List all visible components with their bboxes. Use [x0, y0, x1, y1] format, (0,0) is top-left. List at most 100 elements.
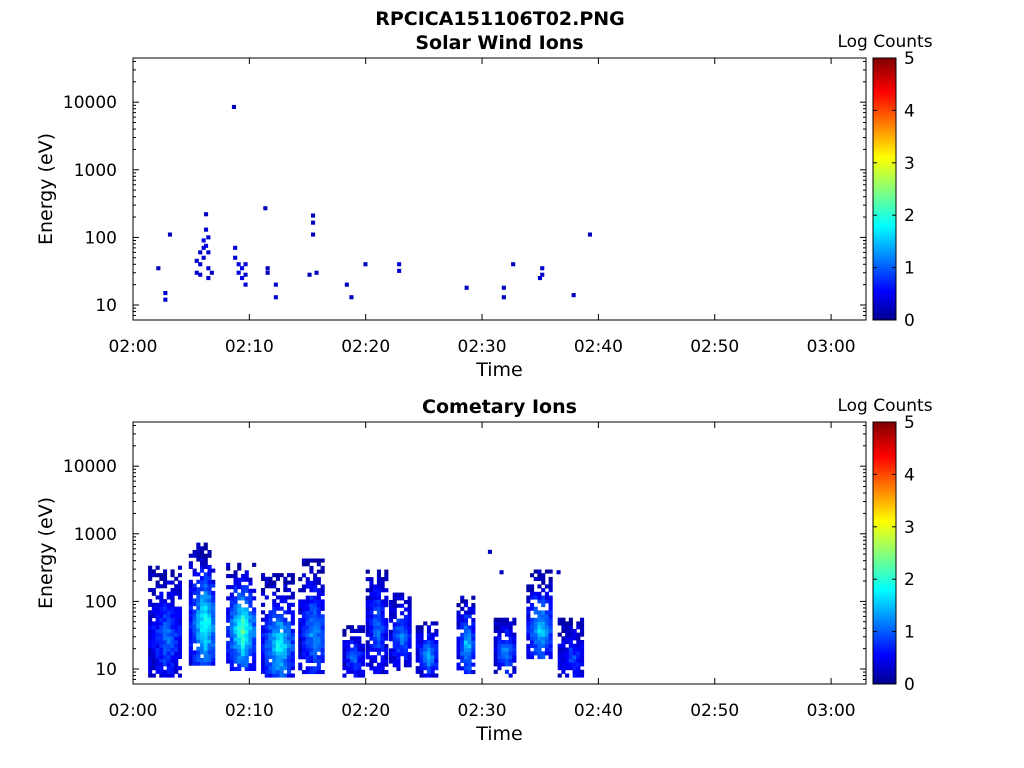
data-cell	[196, 587, 201, 592]
data-cell	[200, 550, 205, 555]
data-cell	[275, 595, 280, 600]
data-cell	[170, 602, 175, 607]
data-cell	[392, 663, 397, 668]
data-cell	[313, 629, 318, 634]
data-cell	[268, 666, 273, 671]
data-cell	[415, 640, 420, 645]
data-cell	[380, 580, 385, 585]
data-cell	[400, 648, 405, 653]
data-cell	[305, 658, 310, 663]
data-cell	[248, 588, 253, 593]
data-cell	[561, 654, 566, 659]
data-cell	[544, 647, 549, 652]
data-cell	[541, 636, 546, 641]
x-tick-label: 02:10	[225, 701, 274, 721]
data-cell	[565, 673, 570, 678]
data-cell	[373, 618, 378, 623]
data-cell	[369, 595, 374, 600]
data-cell	[159, 669, 164, 674]
data-cell	[403, 648, 408, 653]
data-cell	[151, 666, 156, 671]
data-cell	[196, 594, 201, 599]
data-cell	[248, 611, 253, 616]
data-cell	[233, 574, 238, 579]
data-cell	[561, 621, 566, 626]
data-cell	[203, 661, 208, 666]
data-cell	[244, 588, 249, 593]
data-cell	[576, 654, 581, 659]
data-cell	[309, 618, 314, 623]
data-cell	[287, 628, 292, 633]
data-cell	[533, 647, 538, 652]
y-tick-label: 100	[85, 228, 117, 248]
data-cell	[561, 625, 566, 630]
data-cell	[430, 651, 435, 656]
data-cell	[244, 663, 249, 668]
data-cell	[151, 610, 156, 615]
data-cell	[305, 603, 310, 608]
data-cell	[237, 618, 242, 623]
data-cell	[248, 652, 253, 657]
data-cell	[192, 602, 197, 607]
data-cell	[313, 651, 318, 656]
data-cell	[148, 610, 153, 615]
data-cell	[196, 635, 201, 640]
data-cell	[493, 643, 498, 648]
data-cell	[163, 576, 168, 581]
data-cell	[357, 636, 362, 641]
data-cell	[237, 577, 242, 582]
data-cell	[241, 637, 246, 642]
data-cell	[151, 573, 156, 578]
data-cell	[237, 562, 242, 567]
data-cell	[384, 655, 389, 660]
data-cell	[376, 569, 381, 574]
data-cell	[305, 670, 310, 675]
data-cell	[463, 636, 468, 641]
data-cell	[392, 644, 397, 649]
data-cell	[369, 621, 374, 626]
data-cell	[544, 591, 549, 596]
colorbar-tick-label: 2	[904, 206, 915, 226]
data-cell	[166, 658, 171, 663]
data-cell	[233, 570, 238, 575]
data-cell	[298, 666, 303, 671]
data-cell	[396, 652, 401, 657]
data-cell	[207, 617, 212, 622]
data-cell	[376, 588, 381, 593]
data-cell	[369, 644, 374, 649]
data-cell	[268, 662, 273, 667]
data-cell	[237, 640, 242, 645]
data-cell	[174, 625, 179, 630]
data-cell	[407, 652, 412, 657]
data-cell	[287, 662, 292, 667]
data-cell	[316, 580, 321, 585]
colorbar-gradient	[872, 421, 897, 685]
data-cell	[376, 573, 381, 578]
data-cell	[163, 621, 168, 626]
data-cell	[174, 666, 179, 671]
data-cell	[155, 621, 160, 626]
data-cell	[508, 662, 513, 667]
data-cell	[353, 673, 358, 678]
data-cell	[544, 651, 549, 656]
data-cell	[211, 643, 216, 648]
data-cell	[541, 617, 546, 622]
data-cell	[192, 568, 197, 573]
data-cell	[279, 632, 284, 637]
data-cell	[192, 650, 197, 655]
data-cell	[361, 625, 366, 630]
data-cell	[233, 659, 238, 664]
data-cell	[407, 663, 412, 668]
data-cell	[415, 669, 420, 674]
data-cell	[353, 651, 358, 656]
data-cell	[268, 584, 273, 589]
data-cell	[200, 650, 205, 655]
data-cell	[361, 643, 366, 648]
data-cell	[313, 625, 318, 630]
data-cell	[426, 640, 431, 645]
data-cell	[177, 614, 182, 619]
data-cell	[576, 625, 581, 630]
data-cell	[196, 631, 201, 636]
data-cell	[346, 651, 351, 656]
data-cell	[188, 631, 193, 636]
